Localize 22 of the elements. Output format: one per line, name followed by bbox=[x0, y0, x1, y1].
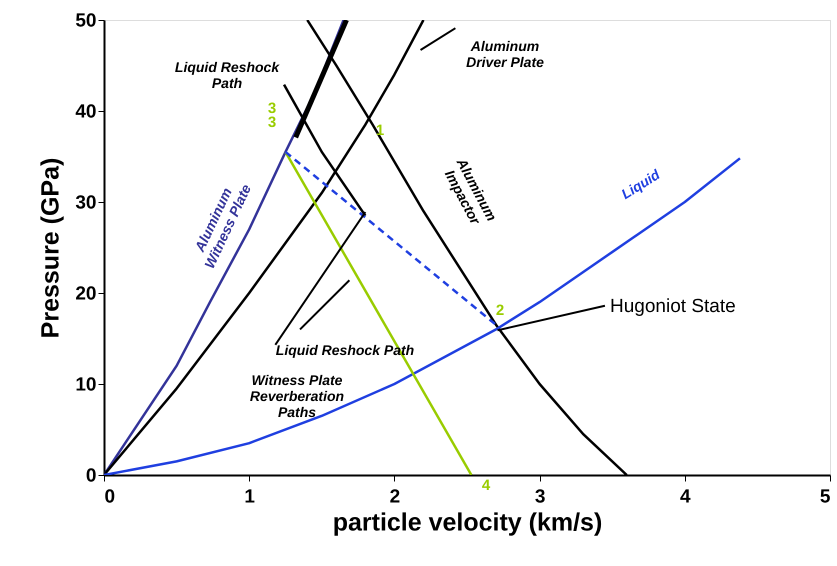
annotation: Aluminum Driver Plate bbox=[466, 38, 544, 70]
y-tick-label: 20 bbox=[75, 284, 96, 304]
x-tick-label: 1 bbox=[244, 486, 256, 508]
y-axis-title: Pressure (GPa) bbox=[36, 158, 64, 338]
y-tick-label: 40 bbox=[75, 102, 96, 122]
annotation: 1 bbox=[376, 122, 384, 139]
x-tick-label: 5 bbox=[820, 486, 831, 508]
x-tick-label: 3 bbox=[534, 486, 546, 508]
annotation: 2 bbox=[496, 302, 504, 319]
x-tick-label: 0 bbox=[104, 486, 116, 508]
annotation: Liquid Reshock Path bbox=[174, 59, 280, 91]
y-tick-label: 50 bbox=[75, 10, 96, 32]
x-tick-label: 2 bbox=[390, 486, 400, 508]
annotation: 3 bbox=[268, 100, 276, 117]
annotation: 3 bbox=[268, 114, 276, 131]
y-tick-label: 10 bbox=[75, 374, 96, 396]
x-axis-title: particle velocity (km/s) bbox=[332, 508, 602, 536]
y-tick-label: 30 bbox=[75, 192, 96, 214]
annotation: Witness Plate Reverberation Paths bbox=[250, 372, 344, 420]
x-tick-label: 4 bbox=[680, 486, 692, 508]
y-tick-label: 0 bbox=[86, 466, 96, 486]
annotation: Hugoniot State bbox=[610, 296, 736, 317]
